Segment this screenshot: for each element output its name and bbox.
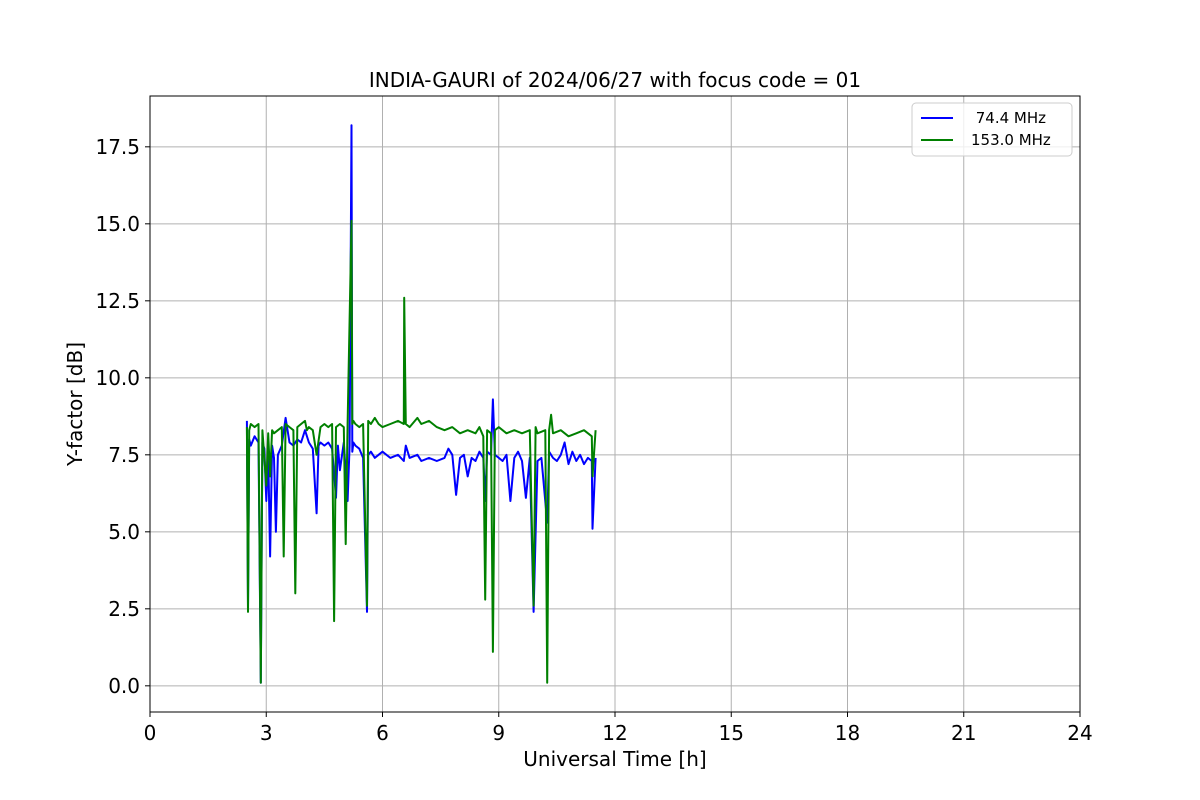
legend-label-74-4-mhz: 74.4 MHz — [971, 109, 1046, 127]
legend-box — [911, 102, 1073, 157]
y-tick-label: 5.0 — [108, 520, 140, 544]
y-axis-ticks: 0.0 2.5 5.0 7.5 10.0 12.5 15.0 17.5 — [95, 135, 150, 698]
y-axis-label: Y-factor [dB] — [63, 342, 87, 467]
x-tick-label: 21 — [951, 721, 976, 745]
y-tick-label: 0.0 — [108, 674, 140, 698]
x-tick-label: 3 — [260, 721, 273, 745]
x-tick-label: 15 — [719, 721, 744, 745]
chart-title: INDIA-GAURI of 2024/06/27 with focus cod… — [369, 68, 861, 92]
legend-label-153-0-mhz: 153.0 MHz — [971, 131, 1051, 149]
x-tick-label: 9 — [492, 721, 505, 745]
x-tick-label: 12 — [602, 721, 627, 745]
x-tick-label: 24 — [1067, 721, 1092, 745]
x-axis-ticks: 0 3 6 9 12 15 18 21 24 — [144, 712, 1093, 745]
x-tick-label: 18 — [835, 721, 860, 745]
y-tick-label: 12.5 — [95, 289, 140, 313]
x-axis-label: Universal Time [h] — [523, 747, 706, 771]
y-tick-label: 7.5 — [108, 443, 140, 467]
legend: 74.4 MHz 153.0 MHz — [911, 102, 1073, 157]
y-tick-label: 2.5 — [108, 597, 140, 621]
y-tick-label: 10.0 — [95, 366, 140, 390]
x-tick-label: 0 — [144, 721, 157, 745]
series-line-153-0-mhz — [245, 219, 597, 684]
x-tick-label: 6 — [376, 721, 389, 745]
series-layer — [245, 124, 597, 684]
y-tick-label: 15.0 — [95, 212, 140, 236]
y-tick-label: 17.5 — [95, 135, 140, 159]
